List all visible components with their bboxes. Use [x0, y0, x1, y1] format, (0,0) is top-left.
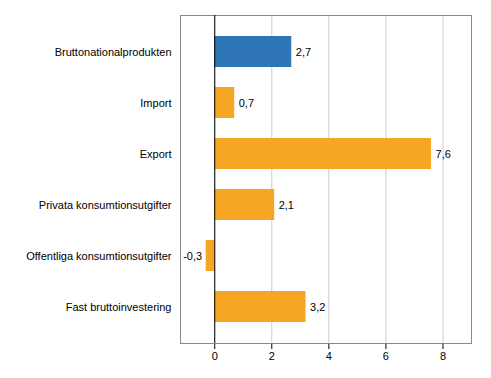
svg-text:2,1: 2,1 [279, 199, 294, 211]
svg-text:3,2: 3,2 [310, 301, 325, 313]
svg-text:Import: Import [140, 97, 171, 109]
svg-text:Fast bruttoinvestering: Fast bruttoinvestering [66, 301, 172, 313]
svg-text:Bruttonationalprodukten: Bruttonationalprodukten [55, 46, 172, 58]
svg-text:0,7: 0,7 [239, 97, 254, 109]
svg-text:Export: Export [140, 148, 172, 160]
svg-text:Privata konsumtionsutgifter: Privata konsumtionsutgifter [39, 199, 172, 211]
svg-text:7,6: 7,6 [436, 148, 451, 160]
svg-text:2,7: 2,7 [296, 46, 311, 58]
svg-text:8: 8 [440, 350, 446, 362]
svg-text:2: 2 [269, 350, 275, 362]
svg-text:0: 0 [212, 350, 218, 362]
svg-text:Offentliga konsumtionsutgifter: Offentliga konsumtionsutgifter [26, 250, 172, 262]
svg-text:4: 4 [326, 350, 332, 362]
svg-text:6: 6 [383, 350, 389, 362]
svg-text:-0,3: -0,3 [183, 250, 202, 262]
